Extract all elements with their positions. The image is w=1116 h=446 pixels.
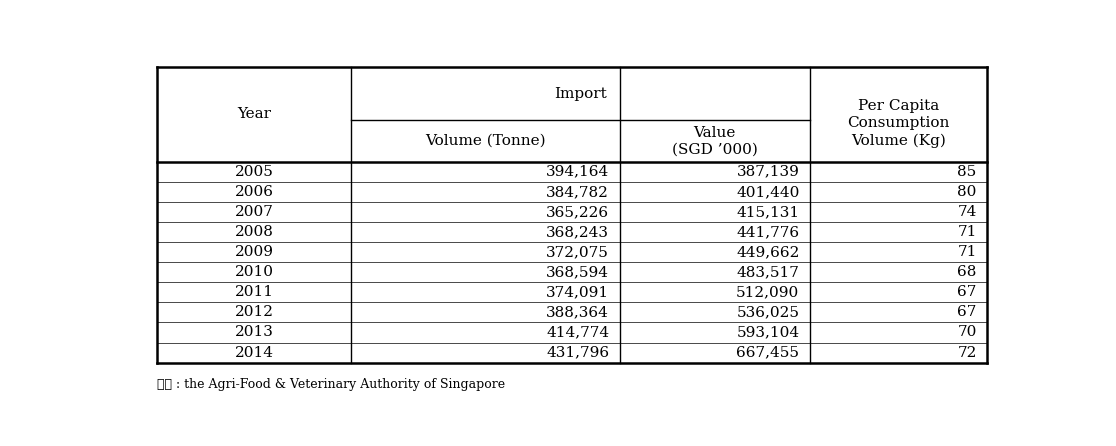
Text: 368,243: 368,243	[546, 225, 609, 239]
Text: 441,776: 441,776	[737, 225, 799, 239]
Text: 68: 68	[958, 265, 976, 279]
Text: 388,364: 388,364	[546, 306, 609, 319]
Text: 368,594: 368,594	[546, 265, 609, 279]
Text: 2012: 2012	[234, 306, 273, 319]
Text: 잘위 : the Agri-Food & Veterinary Authority of Singapore: 잘위 : the Agri-Food & Veterinary Authorit…	[156, 378, 504, 391]
Text: 85: 85	[958, 165, 976, 179]
Text: 372,075: 372,075	[546, 245, 609, 259]
Text: 2013: 2013	[234, 326, 273, 339]
Text: 2008: 2008	[234, 225, 273, 239]
Text: 71: 71	[958, 245, 976, 259]
Text: 2006: 2006	[234, 185, 273, 199]
Text: Value
(SGD ’000): Value (SGD ’000)	[672, 126, 758, 156]
Text: 2010: 2010	[234, 265, 273, 279]
Text: 512,090: 512,090	[737, 285, 799, 299]
Text: 387,139: 387,139	[737, 165, 799, 179]
Text: 2007: 2007	[234, 205, 273, 219]
Text: 80: 80	[958, 185, 976, 199]
Text: 667,455: 667,455	[737, 346, 799, 359]
Text: Per Capita
Consumption: Per Capita Consumption	[847, 99, 950, 130]
Text: 374,091: 374,091	[546, 285, 609, 299]
Text: Year: Year	[237, 107, 271, 121]
Text: 401,440: 401,440	[737, 185, 799, 199]
Text: 67: 67	[958, 306, 976, 319]
Text: 483,517: 483,517	[737, 265, 799, 279]
Text: 449,662: 449,662	[737, 245, 799, 259]
Text: 414,774: 414,774	[546, 326, 609, 339]
Text: Volume (Tonne): Volume (Tonne)	[425, 134, 546, 148]
Text: 593,104: 593,104	[737, 326, 799, 339]
Text: 2014: 2014	[234, 346, 273, 359]
Text: Import: Import	[555, 87, 607, 101]
Text: 71: 71	[958, 225, 976, 239]
Text: 415,131: 415,131	[737, 205, 799, 219]
Text: 2005: 2005	[234, 165, 273, 179]
Text: 74: 74	[958, 205, 976, 219]
Text: 431,796: 431,796	[546, 346, 609, 359]
Text: 536,025: 536,025	[737, 306, 799, 319]
Text: Volume (Kg): Volume (Kg)	[852, 134, 946, 148]
Text: 2009: 2009	[234, 245, 273, 259]
Text: 67: 67	[958, 285, 976, 299]
Text: 384,782: 384,782	[546, 185, 609, 199]
Text: 70: 70	[958, 326, 976, 339]
Text: 394,164: 394,164	[546, 165, 609, 179]
Text: 2011: 2011	[234, 285, 273, 299]
Text: 365,226: 365,226	[546, 205, 609, 219]
Text: 72: 72	[958, 346, 976, 359]
